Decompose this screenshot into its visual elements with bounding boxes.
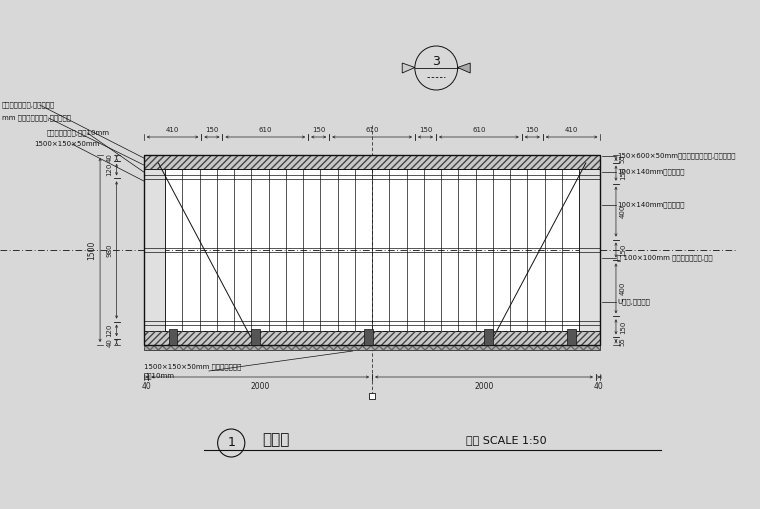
- Bar: [144, 331, 600, 345]
- Text: 40: 40: [106, 154, 112, 162]
- Bar: [484, 329, 493, 345]
- Text: 100×140mm工字钢横梁: 100×140mm工字钢横梁: [617, 168, 685, 175]
- Text: 40: 40: [106, 337, 112, 347]
- Polygon shape: [402, 63, 415, 73]
- Text: 410: 410: [166, 127, 179, 133]
- Bar: [144, 155, 600, 169]
- Text: 980: 980: [106, 243, 112, 257]
- Text: 垫距10mm: 垫距10mm: [144, 372, 175, 379]
- Text: 150: 150: [312, 127, 325, 133]
- Bar: [144, 155, 600, 345]
- Bar: [364, 329, 372, 345]
- Bar: [579, 169, 600, 331]
- Text: 梯形断面木护栏,黑色漆饰面: 梯形断面木护栏,黑色漆饰面: [2, 102, 55, 108]
- Bar: [144, 169, 165, 331]
- Text: 610: 610: [258, 127, 272, 133]
- Bar: [144, 155, 600, 169]
- Bar: [251, 329, 260, 345]
- Text: 120: 120: [106, 163, 112, 176]
- Text: 1500: 1500: [87, 240, 97, 260]
- Text: 55: 55: [620, 337, 625, 346]
- Text: U型钢,墩柱固定: U型钢,墩柱固定: [617, 299, 650, 305]
- Bar: [369, 393, 375, 399]
- Text: 中 100×100mm 椿子超防腐木枋,黑色: 中 100×100mm 椿子超防腐木枋,黑色: [617, 254, 713, 261]
- Text: mm 椿子超防腐木枋,黑色漆饰面: mm 椿子超防腐木枋,黑色漆饰面: [2, 115, 71, 121]
- Text: 150: 150: [620, 243, 625, 257]
- Text: 400: 400: [620, 282, 625, 295]
- Text: 150: 150: [419, 127, 432, 133]
- Text: 椿子超防腐木枋,间距10mm: 椿子超防腐木枋,间距10mm: [46, 130, 109, 136]
- Text: 410: 410: [565, 127, 578, 133]
- Text: 2000: 2000: [474, 382, 494, 391]
- Text: 1500×150×50mm: 1500×150×50mm: [34, 141, 100, 147]
- Text: 1500×150×50mm 椿子超防腐木垫: 1500×150×50mm 椿子超防腐木垫: [144, 363, 241, 370]
- Text: 40: 40: [594, 382, 603, 391]
- Text: 1: 1: [227, 437, 235, 449]
- Bar: [144, 155, 600, 345]
- Polygon shape: [458, 63, 470, 73]
- Text: 610: 610: [366, 127, 378, 133]
- Text: 2000: 2000: [251, 382, 270, 391]
- Text: 150: 150: [620, 320, 625, 333]
- Text: 120: 120: [106, 324, 112, 337]
- Text: 40: 40: [141, 382, 151, 391]
- Bar: [169, 329, 177, 345]
- Bar: [567, 329, 575, 345]
- Text: 150: 150: [620, 166, 625, 180]
- Bar: [144, 331, 600, 345]
- Bar: [144, 345, 600, 350]
- Text: 610: 610: [472, 127, 486, 133]
- Text: 150: 150: [205, 127, 219, 133]
- Text: 100×140mm工字钢横梁: 100×140mm工字钢横梁: [617, 202, 685, 208]
- Text: 平面图: 平面图: [262, 433, 290, 447]
- Bar: [144, 345, 600, 350]
- Text: 比例 SCALE 1:50: 比例 SCALE 1:50: [467, 435, 547, 445]
- Text: 150: 150: [526, 127, 539, 133]
- Text: 55: 55: [620, 154, 625, 163]
- Text: 400: 400: [620, 205, 625, 218]
- Text: 150×600×50mm椿子超防腐木刚板,黑色本饰面: 150×600×50mm椿子超防腐木刚板,黑色本饰面: [617, 153, 736, 159]
- Text: 3: 3: [432, 54, 440, 68]
